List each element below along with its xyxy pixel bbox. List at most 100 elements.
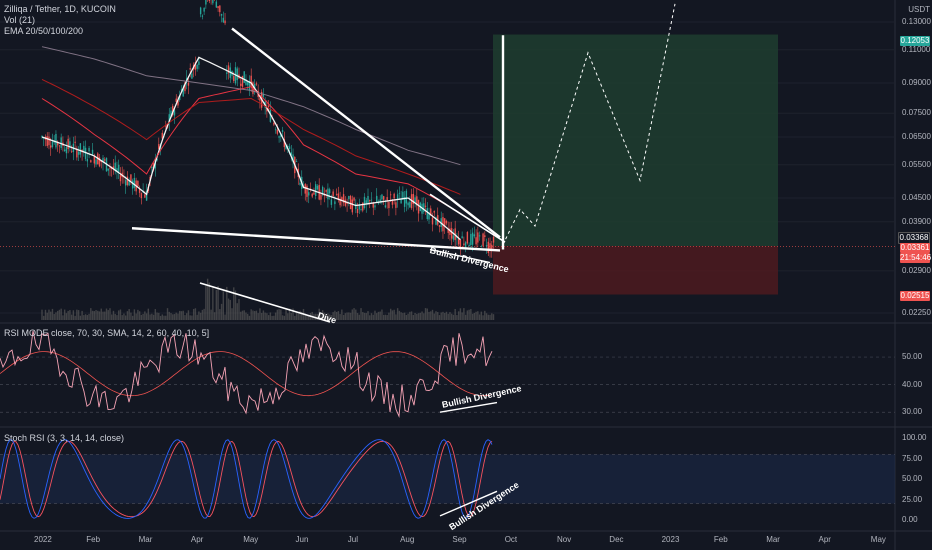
volume-bar <box>348 312 350 320</box>
candle-body <box>227 65 230 73</box>
candle-body <box>457 238 460 245</box>
price-tick-label: 0.03900 <box>902 216 931 226</box>
candle-body <box>91 149 94 155</box>
time-tick-label: Oct <box>504 535 518 544</box>
candle-body <box>417 199 420 214</box>
volume-bar <box>86 315 89 320</box>
volume-bar <box>217 286 219 320</box>
time-tick-label: Feb <box>713 535 728 544</box>
time-tick-label: May <box>870 535 886 544</box>
volume-bar <box>395 314 397 320</box>
volume-bar <box>480 311 483 320</box>
volume-bar <box>456 315 458 320</box>
volume-bar <box>147 308 150 320</box>
wedge-upper-trendline <box>231 27 501 239</box>
stoch-tick-label: 75.00 <box>902 453 923 463</box>
candle-body <box>86 159 89 162</box>
candle-body <box>384 205 387 208</box>
volume-bar <box>369 315 371 320</box>
candle-body <box>407 202 409 206</box>
candle-body <box>369 200 371 201</box>
time-tick-label: Nov <box>557 535 572 544</box>
candle-body <box>168 114 170 124</box>
volume-bar <box>245 312 247 320</box>
volume-bar <box>119 309 122 320</box>
rsi-ma-line <box>0 351 493 397</box>
volume-bar <box>346 312 348 320</box>
candle-body <box>463 243 465 246</box>
candle-body <box>480 246 483 248</box>
candle-body <box>487 241 489 253</box>
volume-bar <box>203 308 205 320</box>
volume-bar <box>424 308 427 320</box>
candle-body <box>217 6 219 9</box>
candle-body <box>51 141 54 148</box>
price-tick-label: 0.04500 <box>902 193 931 202</box>
volume-bar <box>459 308 462 320</box>
time-tick-label: Jun <box>295 535 309 544</box>
volume-bar <box>255 310 258 320</box>
volume-bar <box>287 313 289 320</box>
volume-bar <box>253 310 256 320</box>
candle-body <box>428 212 430 220</box>
volume-bar <box>145 313 148 320</box>
volume-bar <box>210 309 212 320</box>
rsi-divergence-line <box>439 401 498 413</box>
volume-bar <box>492 314 495 320</box>
candle-body <box>452 235 455 240</box>
stop-zone <box>493 246 778 295</box>
candle-body <box>321 186 324 195</box>
volume-bar <box>177 313 179 320</box>
candle-body <box>313 192 315 195</box>
volume-bar <box>234 290 237 320</box>
rsi-line <box>0 330 493 418</box>
volume-bar <box>137 309 139 320</box>
volume-bar <box>482 315 484 320</box>
candle-body <box>194 62 197 70</box>
volume-bar <box>191 315 193 320</box>
candle-body <box>250 75 252 87</box>
candle-body <box>295 161 298 162</box>
volume-bar <box>149 314 151 320</box>
candle-body <box>278 136 280 138</box>
candle-body <box>450 228 453 239</box>
candle-body <box>102 157 104 163</box>
candle-body <box>48 136 50 146</box>
candle-body <box>376 195 378 203</box>
candle-body <box>363 196 366 209</box>
volume-bar <box>379 311 381 320</box>
candle-body <box>69 141 71 148</box>
candle-body <box>464 242 467 248</box>
volume-bar <box>367 311 369 320</box>
volume-bar <box>180 311 183 320</box>
volume-bar <box>109 308 111 320</box>
candle-body <box>379 199 381 203</box>
volume-bar <box>166 308 169 320</box>
volume-bar <box>222 291 225 320</box>
candle-body <box>306 185 308 197</box>
volume-bar <box>376 313 378 320</box>
candle-body <box>60 137 62 149</box>
rsi-pane-title: RSI MODE close, 70, 30, SMA, 14, 2, 60, … <box>4 328 209 338</box>
volume-bar <box>457 311 460 320</box>
candle-body <box>137 180 139 187</box>
volume-bar <box>91 310 94 320</box>
volume-bar <box>229 299 231 320</box>
candle-body <box>491 244 493 252</box>
volume-bar <box>405 315 408 320</box>
candle-body <box>346 202 348 204</box>
volume-bar <box>151 313 153 320</box>
volume-bar <box>274 312 277 320</box>
candle-body <box>431 217 434 225</box>
candle-body <box>172 105 174 115</box>
volume-bar <box>184 315 186 320</box>
volume-bar <box>185 313 188 320</box>
candle-body <box>328 189 331 194</box>
volume-bar <box>152 314 155 320</box>
volume-bar <box>353 308 355 320</box>
price-tick-label: 0.02900 <box>902 265 931 275</box>
candle-body <box>180 89 183 91</box>
volume-bar <box>491 313 493 320</box>
ema100-line <box>41 78 461 195</box>
